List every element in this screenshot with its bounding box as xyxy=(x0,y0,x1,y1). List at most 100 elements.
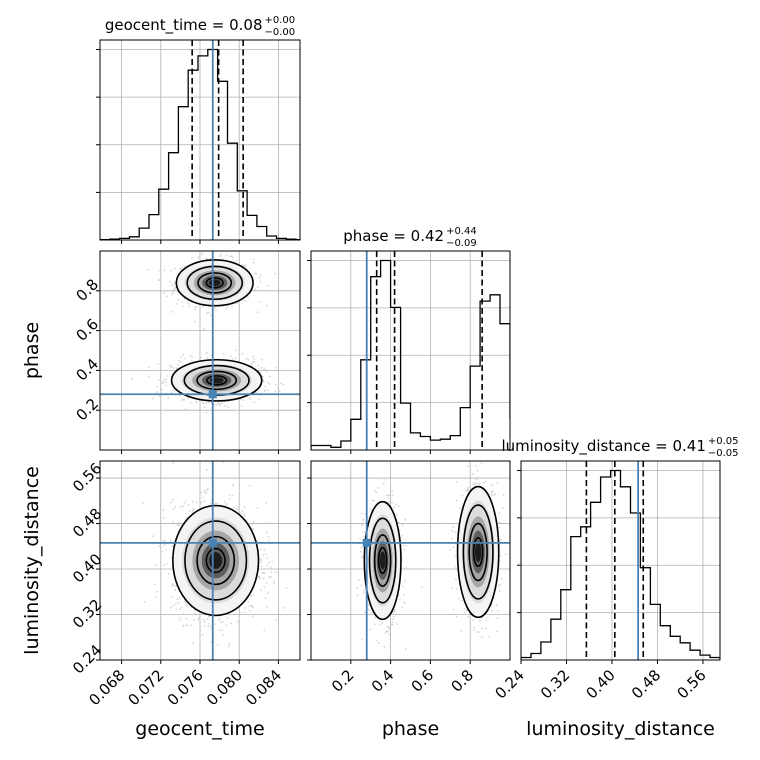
title-text: luminosity_distance = 0.41 xyxy=(501,437,705,456)
sample-point xyxy=(258,276,261,279)
sample-point xyxy=(189,510,191,513)
sample-point xyxy=(185,624,188,627)
sample-point xyxy=(207,487,210,490)
sample-point xyxy=(169,280,172,283)
sample-point xyxy=(239,611,241,614)
sample-point xyxy=(262,380,265,383)
sample-point xyxy=(193,618,196,621)
sample-point xyxy=(260,367,263,369)
density-panel-phase-luminosity_distance xyxy=(311,461,510,660)
sample-point xyxy=(186,300,189,302)
sample-point xyxy=(375,491,378,494)
title-upper-error: +0.05 xyxy=(708,436,739,447)
sample-point xyxy=(257,364,260,367)
sample-point xyxy=(275,619,278,621)
sample-point xyxy=(463,611,466,614)
sample-point xyxy=(170,365,173,367)
contour-line-1 xyxy=(184,520,248,601)
sample-point xyxy=(395,513,398,516)
sample-point xyxy=(499,555,501,558)
sample-point xyxy=(131,377,133,380)
sample-point xyxy=(163,269,166,272)
sample-point xyxy=(496,482,499,484)
sample-point xyxy=(203,621,206,623)
sample-point xyxy=(197,618,200,621)
sample-point xyxy=(362,518,364,521)
title-text: geocent_time = 0.08 xyxy=(105,16,263,35)
sample-point xyxy=(205,411,208,414)
sample-point xyxy=(361,524,364,526)
sample-point xyxy=(203,406,206,409)
sample-point xyxy=(252,615,254,618)
sample-point xyxy=(157,363,160,365)
sample-point xyxy=(269,575,272,578)
sample-point xyxy=(369,508,371,510)
sample-point xyxy=(363,535,365,538)
sample-point xyxy=(181,300,184,303)
sample-point xyxy=(264,390,266,392)
sample-point xyxy=(455,481,458,483)
sample-point xyxy=(497,610,500,612)
sample-point xyxy=(266,557,269,560)
sample-point xyxy=(207,615,210,618)
sample-point xyxy=(405,566,407,569)
sample-point xyxy=(178,619,181,622)
sample-point xyxy=(385,494,388,497)
sample-point xyxy=(401,524,404,527)
sample-point xyxy=(280,382,282,385)
sample-point xyxy=(391,502,393,504)
sample-point xyxy=(251,363,253,366)
sample-point xyxy=(256,311,259,313)
sample-point xyxy=(194,308,196,311)
sample-point xyxy=(198,616,201,619)
sample-point xyxy=(469,642,471,645)
sample-point xyxy=(369,628,372,631)
sample-point xyxy=(217,402,220,405)
sample-point xyxy=(278,390,281,392)
sample-point xyxy=(267,535,270,538)
sample-point xyxy=(229,497,231,500)
sample-point xyxy=(370,611,373,614)
sample-point xyxy=(484,480,487,483)
sample-point xyxy=(222,634,225,636)
contour-line-0 xyxy=(172,504,260,617)
sample-point xyxy=(253,262,255,264)
sample-point xyxy=(223,501,226,504)
sample-point xyxy=(383,646,386,648)
sample-point xyxy=(241,510,244,513)
sample-point xyxy=(197,256,200,258)
sample-point xyxy=(475,482,478,485)
sample-point xyxy=(491,610,494,612)
contour-line-1 xyxy=(368,517,397,604)
sample-point xyxy=(256,507,259,509)
sample-point xyxy=(404,518,407,521)
contour-line-1 xyxy=(186,265,244,301)
sample-point xyxy=(266,592,269,595)
sample-point xyxy=(254,289,257,291)
sample-point xyxy=(271,560,273,563)
sample-point xyxy=(155,391,158,394)
sample-point xyxy=(495,630,498,633)
sample-point xyxy=(477,631,480,634)
sample-point xyxy=(175,367,178,370)
sample-point xyxy=(390,623,393,626)
density-panel-geocent_time-luminosity_distance xyxy=(100,461,300,660)
sample-point xyxy=(235,349,238,352)
density-level-4 xyxy=(209,552,223,569)
sample-point xyxy=(155,596,157,598)
sample-point xyxy=(273,580,275,583)
sample-point xyxy=(170,366,173,369)
sample-point xyxy=(160,388,163,391)
title-upper-error: +0.44 xyxy=(446,226,477,237)
sample-point xyxy=(455,499,458,502)
sample-point xyxy=(500,577,503,580)
contour-line-2 xyxy=(196,370,238,391)
sample-point xyxy=(250,524,253,526)
sample-point xyxy=(481,627,484,630)
sample-point xyxy=(213,623,216,626)
sample-point xyxy=(401,534,403,537)
sample-point xyxy=(451,529,453,532)
sample-point xyxy=(467,465,469,468)
sample-point xyxy=(461,494,464,497)
sample-point xyxy=(259,558,262,561)
